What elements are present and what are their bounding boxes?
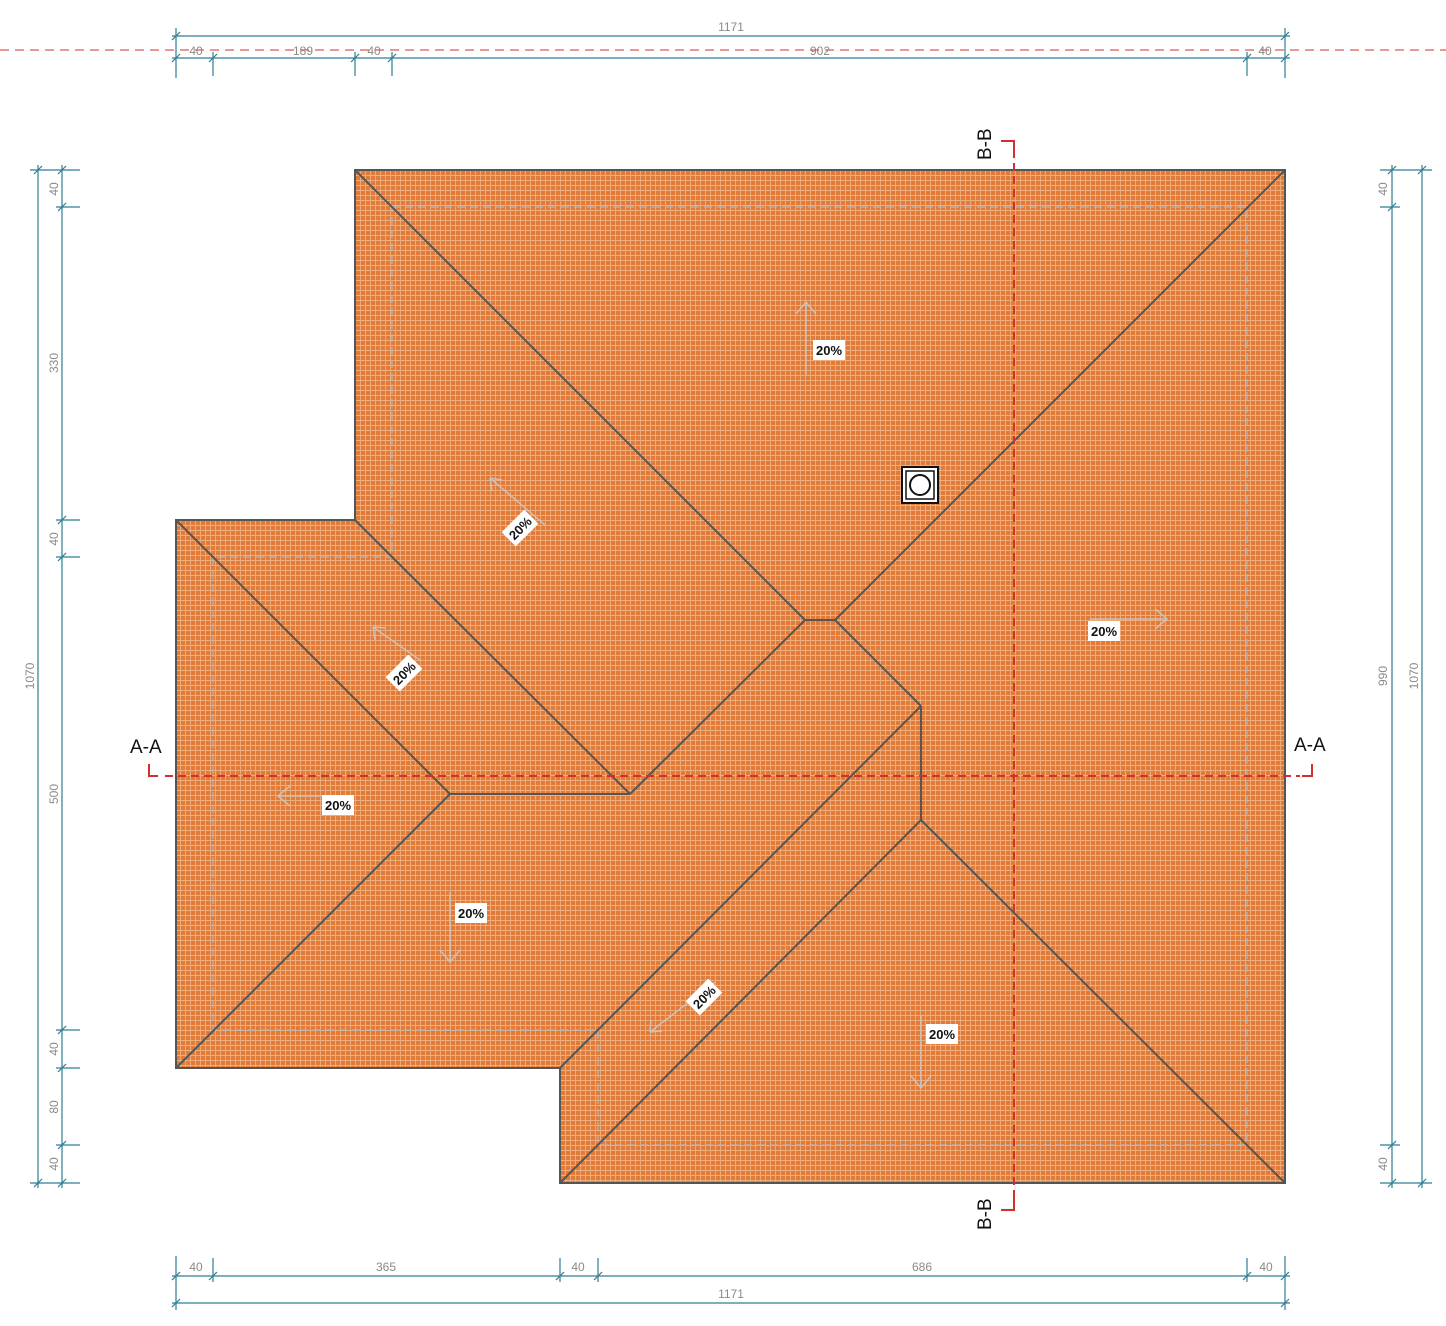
roof <box>175 169 1286 1184</box>
slope-text: 20% <box>458 906 484 921</box>
dim-left-seg: 330 <box>47 353 61 373</box>
dim-top-seg: 40 <box>189 44 203 58</box>
section-label-a-right: A-A <box>1294 735 1326 756</box>
dim-left-seg: 80 <box>47 1100 61 1114</box>
dimension-lines <box>30 28 1432 1310</box>
dim-top-total: 1171 <box>718 20 744 34</box>
dim-top-seg: 902 <box>810 44 830 58</box>
ridge-lines <box>175 169 1286 1184</box>
dim-right-total: 1070 <box>1407 662 1421 689</box>
dim-left-total: 1070 <box>23 662 37 689</box>
dim-top-seg: 40 <box>1258 44 1272 58</box>
slope-label: 20% <box>322 795 354 815</box>
dim-left-seg: 40 <box>47 1157 61 1171</box>
dim-top-seg: 40 <box>367 44 381 58</box>
slope-text: 20% <box>325 798 351 813</box>
slope-label: 20% <box>1088 621 1120 641</box>
dim-left-seg: 40 <box>47 532 61 546</box>
roof-outline <box>175 169 1286 1184</box>
dim-bottom-seg: 40 <box>571 1260 585 1274</box>
slope-label: 20% <box>813 340 845 360</box>
chimney-icon <box>901 466 939 504</box>
dim-bottom-seg: 365 <box>376 1260 396 1274</box>
dim-top-seg: 189 <box>293 44 313 58</box>
dim-bottom-seg: 40 <box>189 1260 203 1274</box>
slope-text: 20% <box>816 343 842 358</box>
slope-text: 20% <box>929 1027 955 1042</box>
section-label-b-bottom: B-B <box>975 1198 996 1230</box>
slope-label: 20% <box>926 1024 958 1044</box>
section-label-b-top: B-B <box>975 128 996 160</box>
dim-left-seg: 40 <box>47 182 61 196</box>
section-lines <box>148 140 1313 1211</box>
dim-bottom-total: 1171 <box>718 1287 744 1301</box>
dim-bottom-seg: 40 <box>1259 1260 1273 1274</box>
slope-label: 20% <box>455 903 487 923</box>
dim-right-seg: 990 <box>1376 666 1390 686</box>
dim-left-seg: 40 <box>47 1042 61 1056</box>
dim-left-seg: 500 <box>47 784 61 804</box>
dim-right-seg: 40 <box>1376 1157 1390 1171</box>
dim-bottom-seg: 686 <box>912 1260 932 1274</box>
section-label-a-left: A-A <box>130 737 162 758</box>
dim-right-seg: 40 <box>1376 182 1390 196</box>
slope-text: 20% <box>1091 624 1117 639</box>
